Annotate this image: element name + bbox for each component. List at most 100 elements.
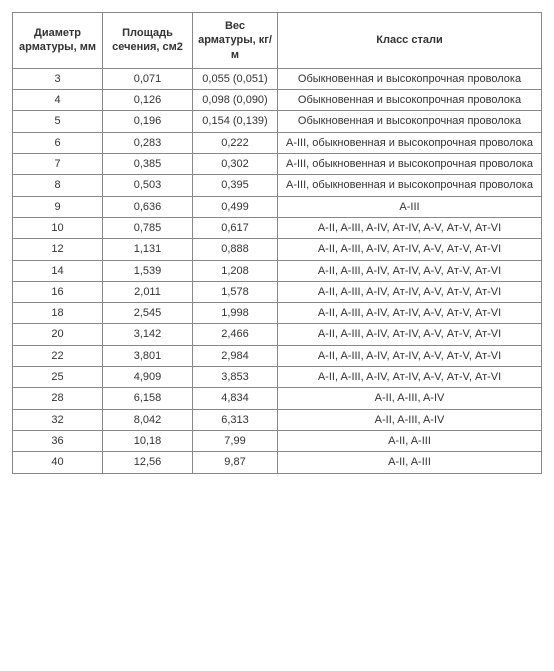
table-cell: 14 <box>13 260 103 281</box>
table-cell: Обыкновенная и высокопрочная проволока <box>278 90 542 111</box>
table-cell: 0,385 <box>103 154 193 175</box>
table-row: 3610,187,99A-II, A-III <box>13 430 542 451</box>
table-cell: 0,098 (0,090) <box>193 90 278 111</box>
table-cell: 16 <box>13 281 103 302</box>
table-cell: 7,99 <box>193 430 278 451</box>
table-cell: 0,222 <box>193 132 278 153</box>
table-cell: A-II, A-III, A-IV, Ат-IV, A-V, Ат-V, Ат-… <box>278 217 542 238</box>
table-cell: A-II, A-III, A-IV, Ат-IV, A-V, Ат-V, Ат-… <box>278 303 542 324</box>
table-row: 50,1960,154 (0,139)Обыкновенная и высоко… <box>13 111 542 132</box>
table-row: 328,0426,313A-II, A-III, A-IV <box>13 409 542 430</box>
table-cell: A-II, A-III, A-IV, Ат-IV, A-V, Ат-V, Ат-… <box>278 324 542 345</box>
rebar-table: Диаметр арматуры, мм Площадь сечения, см… <box>12 12 542 474</box>
table-cell: 2,984 <box>193 345 278 366</box>
table-cell: 36 <box>13 430 103 451</box>
table-cell: A-II, A-III, A-IV, Ат-IV, A-V, Ат-V, Ат-… <box>278 239 542 260</box>
table-cell: 20 <box>13 324 103 345</box>
table-cell: 2,545 <box>103 303 193 324</box>
table-cell: 28 <box>13 388 103 409</box>
table-row: 60,2830,222A-III, обыкновенная и высокоп… <box>13 132 542 153</box>
table-row: 100,7850,617A-II, A-III, A-IV, Ат-IV, A-… <box>13 217 542 238</box>
table-cell: 4 <box>13 90 103 111</box>
table-cell: A-II, A-III <box>278 452 542 473</box>
table-cell: 22 <box>13 345 103 366</box>
table-row: 223,8012,984A-II, A-III, A-IV, Ат-IV, A-… <box>13 345 542 366</box>
table-cell: 25 <box>13 367 103 388</box>
table-cell: 1,208 <box>193 260 278 281</box>
table-cell: 1,131 <box>103 239 193 260</box>
table-cell: 0,636 <box>103 196 193 217</box>
table-cell: 0,071 <box>103 68 193 89</box>
table-cell: 0,283 <box>103 132 193 153</box>
table-cell: Обыкновенная и высокопрочная проволока <box>278 111 542 132</box>
table-cell: 4,834 <box>193 388 278 409</box>
table-cell: A-II, A-III <box>278 430 542 451</box>
table-cell: 0,617 <box>193 217 278 238</box>
table-cell: 0,055 (0,051) <box>193 68 278 89</box>
table-cell: A-II, A-III, A-IV <box>278 388 542 409</box>
table-cell: 40 <box>13 452 103 473</box>
table-cell: 8 <box>13 175 103 196</box>
table-cell: A-II, A-III, A-IV <box>278 409 542 430</box>
col-header-diameter: Диаметр арматуры, мм <box>13 13 103 69</box>
table-cell: 3,853 <box>193 367 278 388</box>
table-cell: 0,126 <box>103 90 193 111</box>
table-cell: 6 <box>13 132 103 153</box>
table-cell: 10,18 <box>103 430 193 451</box>
table-cell: 1,578 <box>193 281 278 302</box>
table-cell: 0,196 <box>103 111 193 132</box>
table-cell: 1,539 <box>103 260 193 281</box>
table-cell: 7 <box>13 154 103 175</box>
col-header-area: Площадь сечения, см2 <box>103 13 193 69</box>
table-cell: 2,011 <box>103 281 193 302</box>
header-row: Диаметр арматуры, мм Площадь сечения, см… <box>13 13 542 69</box>
table-row: 4012,569,87A-II, A-III <box>13 452 542 473</box>
table-row: 182,5451,998A-II, A-III, A-IV, Ат-IV, A-… <box>13 303 542 324</box>
table-cell: 9 <box>13 196 103 217</box>
table-cell: 8,042 <box>103 409 193 430</box>
table-row: 70,3850,302A-III, обыкновенная и высокоп… <box>13 154 542 175</box>
table-cell: A-II, A-III, A-IV, Ат-IV, A-V, Ат-V, Ат-… <box>278 367 542 388</box>
table-row: 203,1422,466A-II, A-III, A-IV, Ат-IV, A-… <box>13 324 542 345</box>
table-cell: 6,158 <box>103 388 193 409</box>
col-header-steel-class: Класс стали <box>278 13 542 69</box>
table-cell: A-III <box>278 196 542 217</box>
table-cell: 3 <box>13 68 103 89</box>
table-cell: 5 <box>13 111 103 132</box>
table-cell: 18 <box>13 303 103 324</box>
table-cell: A-III, обыкновенная и высокопрочная пров… <box>278 175 542 196</box>
table-cell: A-III, обыкновенная и высокопрочная пров… <box>278 154 542 175</box>
table-cell: 0,888 <box>193 239 278 260</box>
table-cell: 6,313 <box>193 409 278 430</box>
col-header-weight: Вес арматуры, кг/м <box>193 13 278 69</box>
table-cell: 3,142 <box>103 324 193 345</box>
table-cell: 0,302 <box>193 154 278 175</box>
table-head: Диаметр арматуры, мм Площадь сечения, см… <box>13 13 542 69</box>
table-cell: 32 <box>13 409 103 430</box>
table-cell: 9,87 <box>193 452 278 473</box>
table-cell: 0,499 <box>193 196 278 217</box>
table-cell: 10 <box>13 217 103 238</box>
table-row: 162,0111,578A-II, A-III, A-IV, Ат-IV, A-… <box>13 281 542 302</box>
table-row: 40,1260,098 (0,090)Обыкновенная и высоко… <box>13 90 542 111</box>
table-cell: 0,503 <box>103 175 193 196</box>
table-row: 90,6360,499A-III <box>13 196 542 217</box>
table-cell: 12,56 <box>103 452 193 473</box>
table-cell: Обыкновенная и высокопрочная проволока <box>278 68 542 89</box>
table-cell: 0,154 (0,139) <box>193 111 278 132</box>
table-cell: 3,801 <box>103 345 193 366</box>
table-cell: 0,785 <box>103 217 193 238</box>
table-cell: 1,998 <box>193 303 278 324</box>
table-row: 286,1584,834A-II, A-III, A-IV <box>13 388 542 409</box>
table-cell: 12 <box>13 239 103 260</box>
table-row: 121,1310,888A-II, A-III, A-IV, Ат-IV, A-… <box>13 239 542 260</box>
table-row: 30,0710,055 (0,051)Обыкновенная и высоко… <box>13 68 542 89</box>
table-cell: A-II, A-III, A-IV, Ат-IV, A-V, Ат-V, Ат-… <box>278 281 542 302</box>
table-cell: 0,395 <box>193 175 278 196</box>
table-cell: A-II, A-III, A-IV, Ат-IV, A-V, Ат-V, Ат-… <box>278 260 542 281</box>
table-cell: 4,909 <box>103 367 193 388</box>
table-row: 80,5030,395A-III, обыкновенная и высокоп… <box>13 175 542 196</box>
table-body: 30,0710,055 (0,051)Обыкновенная и высоко… <box>13 68 542 473</box>
table-cell: 2,466 <box>193 324 278 345</box>
table-row: 254,9093,853A-II, A-III, A-IV, Ат-IV, A-… <box>13 367 542 388</box>
